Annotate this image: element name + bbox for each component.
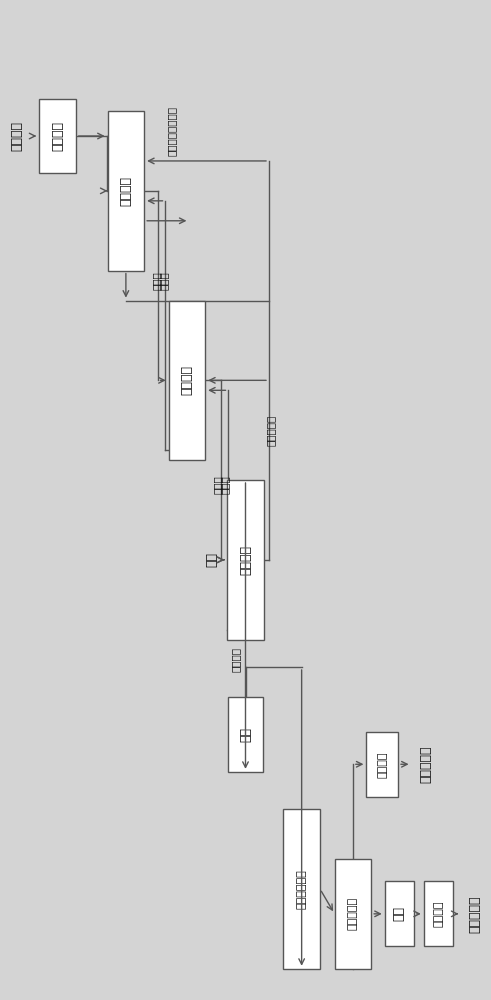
Bar [424, 881, 453, 946]
Text: 乳化反萃: 乳化反萃 [239, 545, 252, 575]
Text: 有机相: 有机相 [152, 271, 162, 290]
Bar [168, 301, 205, 460]
Text: 二次深脱色: 二次深脱色 [348, 897, 358, 930]
Bar [228, 697, 263, 772]
Text: 食品级磷酸: 食品级磷酸 [468, 895, 482, 933]
Bar [39, 99, 76, 173]
Bar [108, 111, 144, 271]
Text: 一次脱色: 一次脱色 [51, 121, 64, 151]
Text: 洗出液: 洗出液 [159, 271, 169, 290]
Text: 软水: 软水 [206, 552, 219, 567]
Bar [283, 809, 320, 969]
Text: 调节浓度: 调节浓度 [434, 901, 443, 927]
Text: 调节浓度: 调节浓度 [377, 751, 387, 778]
Bar [366, 732, 398, 797]
Text: 反萃有机相: 反萃有机相 [266, 415, 276, 446]
Text: 工业级磷酸: 工业级磷酸 [420, 746, 433, 783]
Text: 脱砷脱重金属: 脱砷脱重金属 [297, 869, 307, 909]
Text: 净化磷酸: 净化磷酸 [230, 647, 240, 672]
Text: 萃余水相去肥料厂: 萃余水相去肥料厂 [166, 106, 176, 156]
Text: 洗涤液: 洗涤液 [220, 476, 230, 494]
Text: 有机相: 有机相 [213, 476, 223, 494]
Text: 乳化洗涤: 乳化洗涤 [180, 365, 193, 395]
Text: 湿法磷酸: 湿法磷酸 [10, 121, 24, 151]
Text: 浓缩: 浓缩 [239, 727, 252, 742]
Bar [384, 881, 414, 946]
Bar [227, 480, 264, 640]
Text: 脱氟: 脱氟 [393, 906, 406, 921]
Bar [334, 859, 371, 969]
Text: 乳化萃取: 乳化萃取 [119, 176, 133, 206]
